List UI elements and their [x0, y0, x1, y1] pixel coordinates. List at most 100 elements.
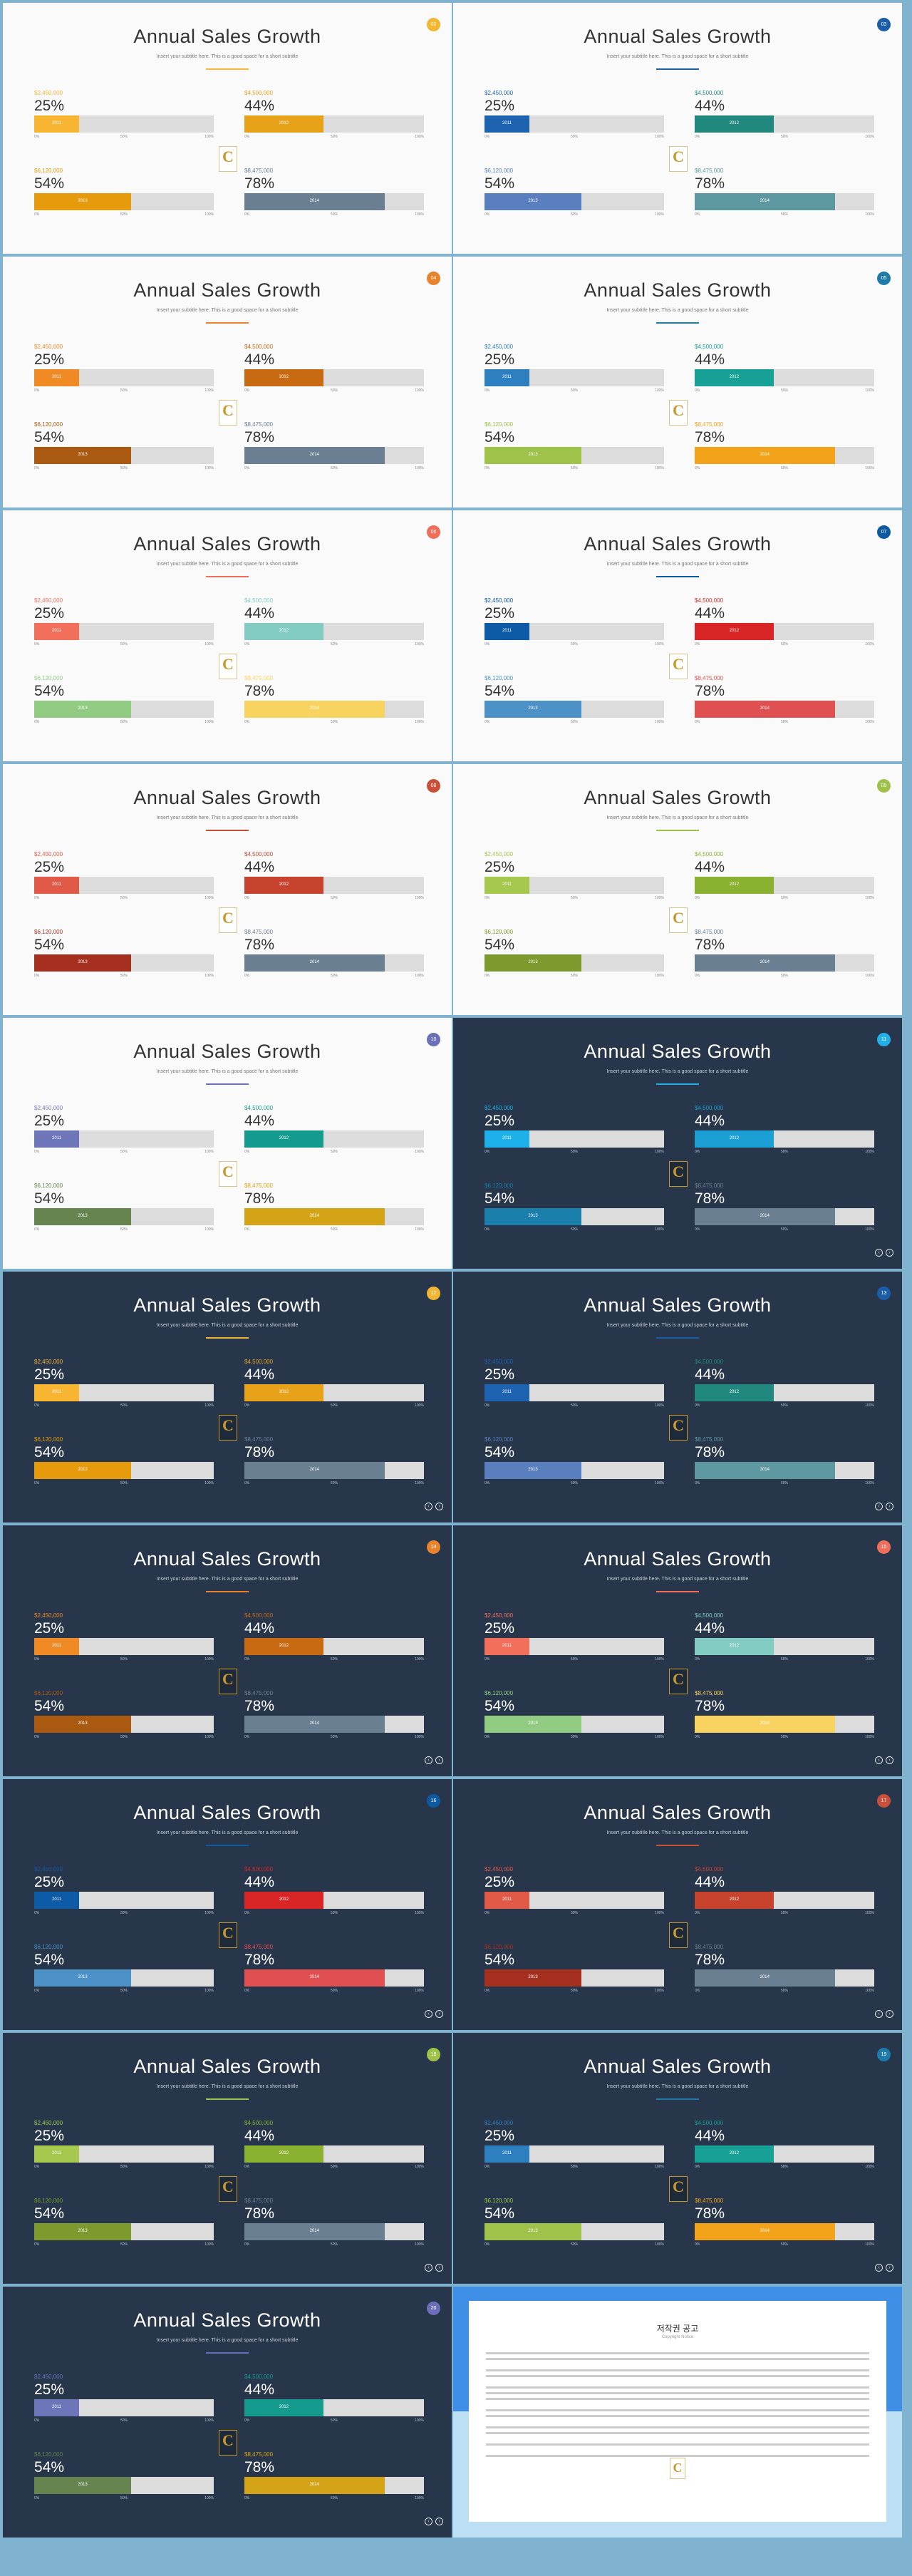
metric-percent: 78% [695, 1190, 725, 1207]
metric-amount: $6,120,000 [484, 168, 514, 174]
slide-card[interactable]: Annual Sales Growth Insert your subtitle … [453, 764, 902, 1015]
progress-fill: 2013 [34, 193, 132, 210]
prev-slide-icon[interactable]: ‹ [875, 2010, 883, 2018]
progress-fill: 2013 [484, 447, 582, 464]
prev-slide-icon[interactable]: ‹ [425, 2010, 432, 2018]
metric-block: $4,500,000 44% 2012 0% 50% 100% [244, 1105, 424, 1155]
metric-amount: $8,475,000 [244, 1183, 274, 1189]
axis-tick-label: 50% [780, 642, 788, 646]
progress-year-label: 2012 [729, 121, 740, 125]
axis-tick-label: 50% [780, 466, 788, 470]
progress-bar: 2012 [695, 1892, 874, 1909]
slide-card[interactable]: Annual Sales Growth Insert your subtitle … [453, 1018, 902, 1269]
slide-card[interactable]: Annual Sales Growth Insert your subtitle … [453, 257, 902, 508]
prev-slide-icon[interactable]: ‹ [875, 1503, 883, 1510]
progress-year-label: 2011 [52, 2405, 61, 2409]
axis-tick-label: 50% [780, 1150, 788, 1154]
next-slide-icon[interactable]: › [435, 2010, 443, 2018]
brand-logo: C [219, 654, 237, 679]
slide-card[interactable]: Annual Sales Growth Insert your subtitle … [3, 1779, 452, 2030]
slide-card[interactable]: Annual Sales Growth Insert your subtitle … [3, 3, 452, 254]
axis-tick-label: 0% [484, 1657, 490, 1661]
axis-tick-label: 50% [780, 720, 788, 724]
progress-bar: 2011 [484, 1638, 664, 1655]
slide-card[interactable]: Annual Sales Growth Insert your subtitle … [3, 2033, 452, 2284]
metric-amount: $6,120,000 [34, 421, 63, 428]
copyright-paper: 저작권 공고 Copyright Notice C [469, 2301, 886, 2522]
progress-axis: 0% 50% 100% [484, 1911, 664, 1917]
axis-tick-label: 0% [484, 1481, 490, 1485]
slide-card[interactable]: Annual Sales Growth Insert your subtitle … [453, 1272, 902, 1523]
metric-percent: 44% [695, 98, 725, 114]
text-placeholder-line [486, 2426, 869, 2428]
metric-percent: 78% [695, 429, 725, 445]
metric-percent: 78% [244, 2459, 275, 2475]
slide-card[interactable]: Annual Sales Growth Insert your subtitle … [453, 1525, 902, 1776]
brand-logo: C [669, 2176, 688, 2202]
progress-axis: 0% 50% 100% [34, 642, 214, 648]
progress-axis: 0% 50% 100% [695, 642, 874, 648]
axis-tick-label: 100% [415, 2165, 424, 2169]
axis-tick-label: 100% [655, 2242, 664, 2247]
axis-tick-label: 100% [865, 1403, 874, 1408]
next-slide-icon[interactable]: › [886, 2264, 893, 2272]
metric-block: $2,450,000 25% 2011 0% 50% 100% [484, 597, 664, 648]
slide-card[interactable]: Annual Sales Growth Insert your subtitle … [453, 2033, 902, 2284]
next-slide-icon[interactable]: › [886, 1249, 893, 1257]
axis-tick-label: 0% [484, 642, 490, 646]
metric-percent: 44% [244, 2381, 275, 2398]
metric-amount: $2,450,000 [484, 597, 514, 604]
progress-bar: 2014 [244, 447, 424, 464]
slide-subtitle: Insert your subtitle here. This is a goo… [606, 2084, 749, 2089]
progress-fill: 2014 [244, 2223, 385, 2240]
slide-card[interactable]: Annual Sales Growth Insert your subtitle … [3, 510, 452, 761]
next-slide-icon[interactable]: › [435, 2518, 443, 2525]
slide-card[interactable]: Annual Sales Growth Insert your subtitle … [3, 1272, 452, 1523]
slide-card[interactable]: Annual Sales Growth Insert your subtitle … [3, 257, 452, 508]
slide-card[interactable]: Annual Sales Growth Insert your subtitle … [3, 2287, 452, 2538]
axis-tick-label: 50% [780, 388, 788, 393]
slide-card[interactable]: Annual Sales Growth Insert your subtitle … [3, 1018, 452, 1269]
title-underline [206, 1337, 249, 1339]
metric-percent: 54% [484, 429, 515, 445]
next-slide-icon[interactable]: › [435, 1756, 443, 1764]
prev-slide-icon[interactable]: ‹ [425, 2518, 432, 2525]
slide-card[interactable]: Annual Sales Growth Insert your subtitle … [453, 510, 902, 761]
metric-percent: 44% [695, 1874, 725, 1890]
metric-amount: $6,120,000 [484, 1690, 514, 1696]
next-slide-icon[interactable]: › [886, 1756, 893, 1764]
slide-card[interactable]: Annual Sales Growth Insert your subtitle … [453, 3, 902, 254]
prev-slide-icon[interactable]: ‹ [425, 1503, 432, 1510]
metric-block: $6,120,000 54% 2013 0% 50% 100% [34, 1690, 214, 1741]
metric-amount: $4,500,000 [695, 1359, 724, 1365]
copyright-slide[interactable]: 저작권 공고 Copyright Notice C [453, 2287, 902, 2538]
next-slide-icon[interactable]: › [886, 1503, 893, 1510]
slide-number-badge: 13 [877, 1287, 891, 1300]
prev-slide-icon[interactable]: ‹ [425, 1756, 432, 1764]
prev-slide-icon[interactable]: ‹ [875, 1756, 883, 1764]
axis-tick-label: 0% [244, 212, 250, 217]
axis-tick-label: 100% [204, 212, 214, 217]
metric-percent: 44% [244, 351, 275, 368]
next-slide-icon[interactable]: › [435, 2264, 443, 2272]
progress-year-label: 2014 [760, 199, 770, 203]
prev-slide-icon[interactable]: ‹ [875, 2264, 883, 2272]
metric-block: $8,475,000 78% 2014 0% 50% 100% [695, 421, 874, 472]
progress-year-label: 2011 [502, 121, 512, 125]
metric-block: $4,500,000 44% 2012 0% 50% 100% [244, 1359, 424, 1409]
progress-year-label: 2013 [78, 1975, 88, 1979]
next-slide-icon[interactable]: › [886, 2010, 893, 2018]
prev-slide-icon[interactable]: ‹ [875, 1249, 883, 1257]
next-slide-icon[interactable]: › [435, 1503, 443, 1510]
metric-amount: $8,475,000 [695, 168, 724, 174]
slide-card[interactable]: Annual Sales Growth Insert your subtitle … [3, 1525, 452, 1776]
slide-subtitle: Insert your subtitle here. This is a goo… [606, 562, 749, 567]
axis-tick-label: 50% [330, 388, 338, 393]
prev-slide-icon[interactable]: ‹ [425, 2264, 432, 2272]
progress-fill: 2014 [244, 447, 385, 464]
metric-percent: 25% [34, 2128, 65, 2144]
axis-tick-label: 0% [34, 135, 40, 139]
progress-year-label: 2011 [502, 1897, 512, 1902]
slide-card[interactable]: Annual Sales Growth Insert your subtitle … [3, 764, 452, 1015]
slide-card[interactable]: Annual Sales Growth Insert your subtitle … [453, 1779, 902, 2030]
